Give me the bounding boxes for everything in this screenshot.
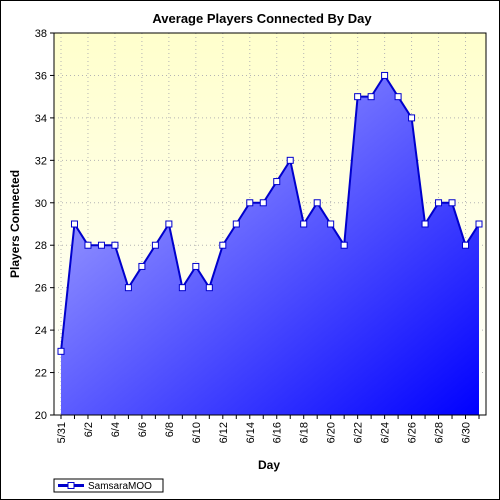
- x-tick-label: 6/4: [110, 422, 122, 437]
- data-point: [97, 241, 105, 249]
- data-point: [367, 93, 375, 101]
- data-point: [300, 220, 308, 228]
- data-point: [232, 220, 240, 228]
- x-tick-label: 6/12: [218, 422, 230, 443]
- y-tick-label: 32: [35, 155, 47, 167]
- data-point: [138, 262, 146, 270]
- data-point: [124, 284, 132, 292]
- x-tick-label: 6/24: [380, 422, 392, 443]
- plot-border: [53, 32, 487, 416]
- axes: [53, 32, 487, 416]
- data-point: [462, 241, 470, 249]
- y-tick-label: 22: [35, 368, 47, 380]
- y-axis-ticks: 20 22 24 26 28 30 32 34 36 38: [35, 28, 54, 422]
- x-tick-label: 6/16: [272, 422, 284, 443]
- data-point: [327, 220, 335, 228]
- data-point: [178, 284, 186, 292]
- data-point: [394, 93, 402, 101]
- y-tick-label: 26: [35, 283, 47, 295]
- data-point: [381, 71, 389, 79]
- x-axis-title: Day: [258, 458, 280, 472]
- x-tick-label: 6/22: [353, 422, 365, 443]
- y-tick-label: 38: [35, 28, 47, 40]
- data-point: [165, 220, 173, 228]
- legend-label: SamsaraMOO: [88, 481, 152, 492]
- data-point: [259, 199, 267, 207]
- series-line: [60, 73, 480, 352]
- data-point: [286, 156, 294, 164]
- x-tick-label: 6/2: [83, 422, 95, 437]
- x-tick-label: 6/20: [326, 422, 338, 443]
- data-point: [111, 241, 119, 249]
- x-tick-label: 6/30: [461, 422, 473, 443]
- data-point: [192, 262, 200, 270]
- data-point: [273, 178, 281, 186]
- x-tick-label: 6/28: [434, 422, 446, 443]
- data-point: [313, 199, 321, 207]
- x-tick-label: 6/14: [245, 422, 257, 443]
- chart-title: Average Players Connected By Day: [152, 11, 372, 26]
- x-tick-label: 6/8: [164, 422, 176, 437]
- legend-swatch-marker: [67, 482, 75, 489]
- data-point: [354, 93, 362, 101]
- x-tick-label: 6/6: [137, 422, 149, 437]
- data-point: [340, 241, 348, 249]
- x-tick-label: 6/18: [299, 422, 311, 443]
- data-point: [70, 220, 78, 228]
- y-tick-label: 36: [35, 70, 47, 82]
- x-axis-ticks: 5/31 6/2 6/4 6/6 6/8 6/10 6/12 6/14 6/16 6/18 6/20…: [56, 415, 480, 443]
- data-point: [151, 241, 159, 249]
- x-tick-label: 6/26: [407, 422, 419, 443]
- x-tick-label: 5/31: [56, 422, 68, 443]
- area-fill: [61, 75, 479, 415]
- y-tick-label: 24: [35, 325, 47, 337]
- x-tick-label: 6/10: [191, 422, 203, 443]
- legend-box: [53, 478, 164, 493]
- data-area: [57, 71, 483, 415]
- y-tick-label: 34: [35, 113, 47, 125]
- data-point: [448, 199, 456, 207]
- data-point: [219, 241, 227, 249]
- data-point: [57, 347, 65, 355]
- y-tick-label: 30: [35, 198, 47, 210]
- data-point: [246, 199, 254, 207]
- data-point: [408, 114, 416, 122]
- legend: SamsaraMOO: [53, 478, 164, 493]
- data-point: [421, 220, 429, 228]
- data-point: [475, 220, 483, 228]
- y-axis-title: Players Connected: [8, 170, 22, 278]
- y-tick-label: 20: [35, 410, 47, 422]
- data-point: [205, 284, 213, 292]
- data-point: [84, 241, 92, 249]
- data-point: [435, 199, 443, 207]
- y-tick-label: 28: [35, 240, 47, 252]
